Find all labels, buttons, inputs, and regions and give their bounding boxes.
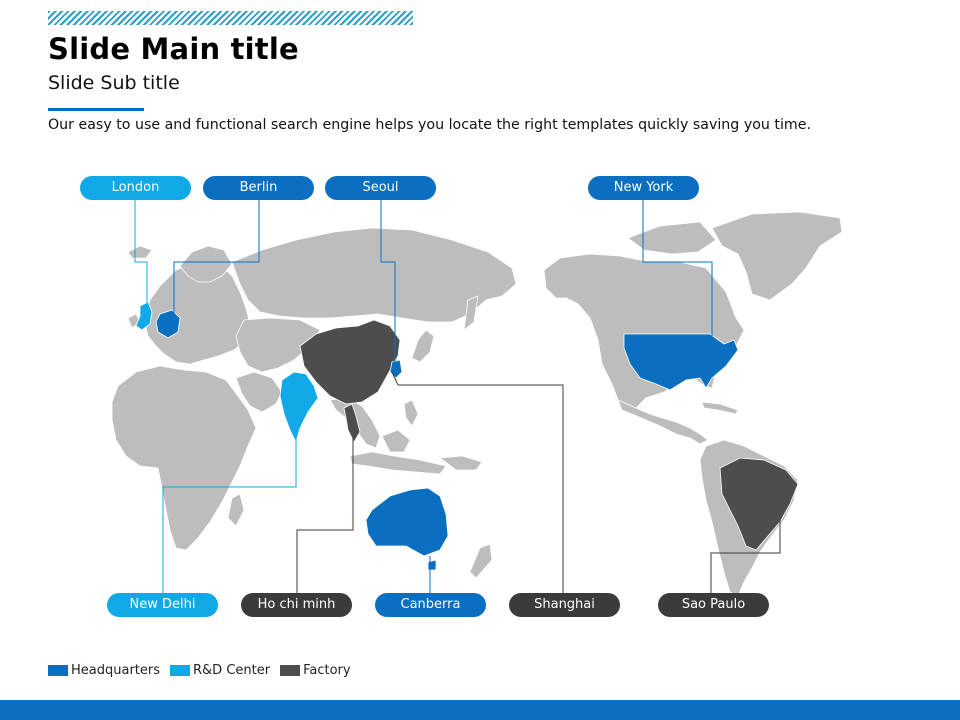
location-label-sao-paulo: Sao Paulo — [658, 593, 769, 617]
legend-swatch-factory — [280, 664, 301, 676]
central-asia — [235, 317, 321, 373]
legend-item-headquarters: Headquarters — [48, 663, 160, 678]
japan — [411, 329, 435, 363]
new-zealand — [469, 543, 493, 579]
connector-seoul — [380, 200, 396, 365]
location-label-canberra: Canberra — [375, 593, 486, 617]
connector-london — [134, 200, 148, 312]
country-united-kingdom — [135, 301, 153, 331]
country-germany — [155, 309, 181, 339]
legend-label-headquarters: Headquarters — [71, 662, 161, 678]
connector-ho-chi-minh — [296, 438, 354, 593]
iceland — [127, 245, 153, 259]
borneo — [381, 429, 411, 453]
connector-new-delhi — [162, 420, 297, 593]
central-america — [617, 399, 709, 445]
legend-label-factory: Factory — [303, 662, 351, 678]
header-hatch-bar — [48, 11, 413, 25]
legend-swatch-rd-center — [170, 664, 191, 676]
new-guinea — [438, 455, 483, 471]
arctic-islands — [627, 221, 717, 255]
location-label-new-delhi: New Delhi — [107, 593, 218, 617]
madagascar — [227, 493, 245, 527]
country-south-korea — [389, 359, 403, 379]
africa — [111, 365, 257, 551]
location-label-shanghai: Shanghai — [509, 593, 620, 617]
location-label-new-york: New York — [588, 176, 699, 200]
legend-item-factory: Factory — [280, 663, 351, 678]
location-label-berlin: Berlin — [203, 176, 314, 200]
legend-label-rd-center: R&D Center — [193, 662, 271, 678]
country-united-states — [623, 333, 739, 391]
slide-subtitle: Slide Sub title — [48, 72, 180, 94]
arabia — [235, 371, 283, 413]
country-vietnam — [343, 403, 361, 443]
caribbean — [701, 401, 739, 415]
connector-lines — [134, 200, 781, 593]
north-america — [543, 253, 745, 411]
scandinavia — [179, 245, 233, 283]
connector-berlin — [173, 200, 260, 314]
map-legend: Headquarters R&D Center Factory — [48, 661, 361, 679]
legend-swatch-headquarters — [48, 664, 68, 676]
footer-bar — [0, 700, 960, 720]
connector-new-york — [642, 200, 713, 344]
slide-description: Our easy to use and functional search en… — [48, 117, 811, 133]
location-label-ho-chi-minh: Ho chi minh — [241, 593, 352, 617]
highlighted-countries — [135, 301, 799, 571]
connector-shanghai — [391, 371, 564, 593]
slide-title: Slide Main title — [48, 32, 299, 66]
indonesia — [349, 451, 447, 475]
philippines — [403, 399, 419, 427]
country-australia — [365, 487, 449, 557]
country-tasmania — [427, 559, 437, 571]
location-label-london: London — [80, 176, 191, 200]
country-india — [279, 371, 319, 444]
kamchatka — [463, 295, 479, 331]
land-masses — [111, 211, 843, 597]
location-label-seoul: Seoul — [325, 176, 436, 200]
connector-sao-paulo — [710, 518, 781, 593]
title-underline — [48, 108, 144, 111]
country-brazil — [719, 457, 799, 551]
legend-item-rd-center: R&D Center — [170, 663, 270, 678]
greenland — [711, 211, 843, 301]
